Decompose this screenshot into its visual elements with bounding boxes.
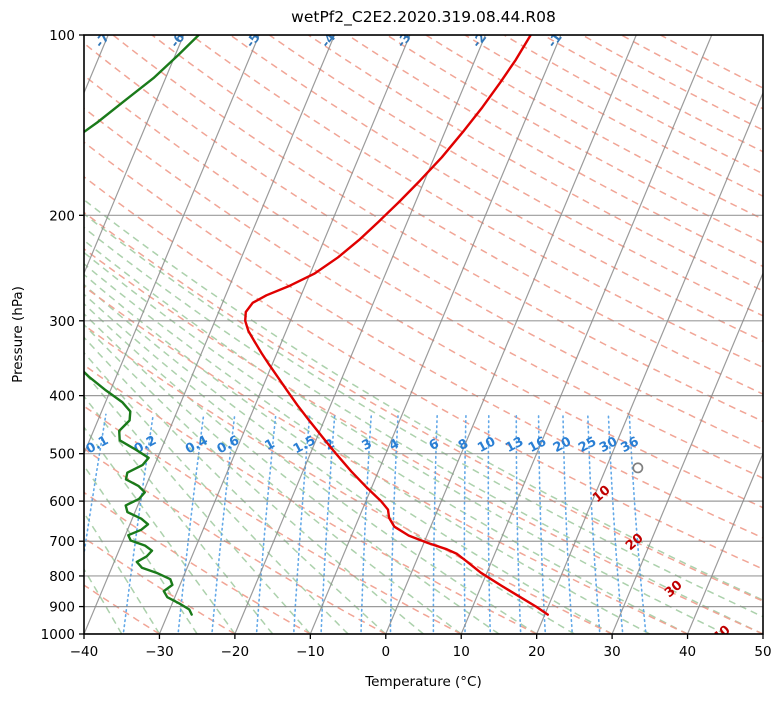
mixing-ratio-line [607,413,624,634]
moist-adiabat [84,370,311,634]
mixing-ratio-line [320,413,336,634]
mixing-ratio-line [628,413,647,634]
dry-adiabat [84,175,763,570]
x-tick-label: 40 [679,644,696,660]
page-title: wetPf2_C2E2.2020.319.08.44.R08 [291,8,556,27]
moist-adiabat [84,567,123,634]
mixing-ratio-line [292,413,311,634]
y-tick-label: 600 [49,494,75,510]
mixing-ratio-line [360,413,373,634]
mixing-ratio-line [211,413,236,634]
dry-adiabat [84,285,688,634]
isotherm-line [158,35,411,634]
moist-adiabat [84,395,274,634]
dry-adiabat [307,35,763,292]
isotherm-line [536,91,763,634]
dry-adiabat-label: 40 [710,623,734,646]
y-tick-label: 800 [49,569,75,585]
mixing-ratio-line [177,413,205,634]
isotherm-line [460,35,713,634]
mixing-ratio-line [487,413,492,634]
moist-adiabat [84,198,763,601]
dry-adiabat [84,405,462,634]
y-tick-label: 400 [49,389,75,405]
dry-adiabat [151,35,763,395]
isotherm-line [84,35,185,275]
dry-adiabat [84,447,387,634]
mixing-ratio-line [84,413,107,559]
dry-adiabat [84,247,763,634]
mixing-ratio-line [515,413,522,634]
x-tick-label: −10 [296,644,325,660]
moist-adiabat [84,425,236,634]
isotherm-line [84,35,260,456]
plot-area: -70 -60 -50 -40 -30 -20 -100.1 0.2 0.4 0.6 1 1.5 2 3 4… [84,35,763,646]
dry-adiabat [84,141,763,539]
isotherm-line [385,35,637,634]
moist-adiabat [84,464,198,634]
dry-adiabat [229,35,763,343]
moist-adiabat [84,293,538,634]
x-tick-label: 20 [528,644,545,660]
dry-adiabat-label-text: 40 [710,623,734,646]
mixing-ratio-line [122,413,154,634]
moist-adiabat [84,511,161,634]
y-axis-label: Pressure (hPa) [10,286,26,383]
x-tick-label: 10 [453,644,470,660]
mixing-ratio-line [562,413,574,634]
profile-dewpoint [84,35,200,616]
y-tick-label: 300 [49,314,75,330]
mixing-ratio-line [389,413,399,634]
dry-adiabat [84,107,763,509]
y-tick-label: 100 [49,28,75,44]
moist-adiabat [84,302,500,634]
dry-adiabat [84,211,763,602]
moist-adiabat [84,323,424,634]
dry-adiabat [84,584,160,634]
mixing-ratio-line [587,413,601,634]
x-tick-label: 50 [754,644,771,660]
y-tick-label: 1000 [41,627,75,643]
lcl-marker [632,462,644,474]
moist-adiabat [84,262,651,634]
x-tick-label: −40 [70,644,99,660]
y-tick-label: 200 [49,208,75,224]
moist-adiabat [84,226,763,634]
mixing-ratio-line [537,413,547,634]
mixing-ratio-line [255,413,277,634]
y-tick-label: 500 [49,447,75,463]
plot-frame [83,34,764,635]
moist-adiabat [84,336,387,634]
isotherm-line [309,35,562,634]
isotherm-line [687,452,763,634]
moist-adiabat [84,239,726,634]
profile-temperature [244,35,549,616]
x-axis-label: Temperature (°C) [364,674,482,690]
y-tick-label: 900 [49,600,75,616]
x-tick-label: 0 [381,644,390,660]
dry-adiabat [268,35,763,317]
isotherm-line [611,271,763,634]
isotherm-line [84,35,336,634]
isotherm-line [234,35,486,634]
x-tick-label: −30 [145,644,174,660]
moist-adiabat [84,351,349,634]
dry-adiabat [190,35,763,369]
y-tick-label: 700 [49,534,75,550]
x-tick-label: 30 [604,644,621,660]
mixing-ratio-line [432,413,438,634]
x-tick-label: −20 [221,644,250,660]
mixing-ratio-line [463,413,467,634]
moist-adiabat [84,273,613,634]
